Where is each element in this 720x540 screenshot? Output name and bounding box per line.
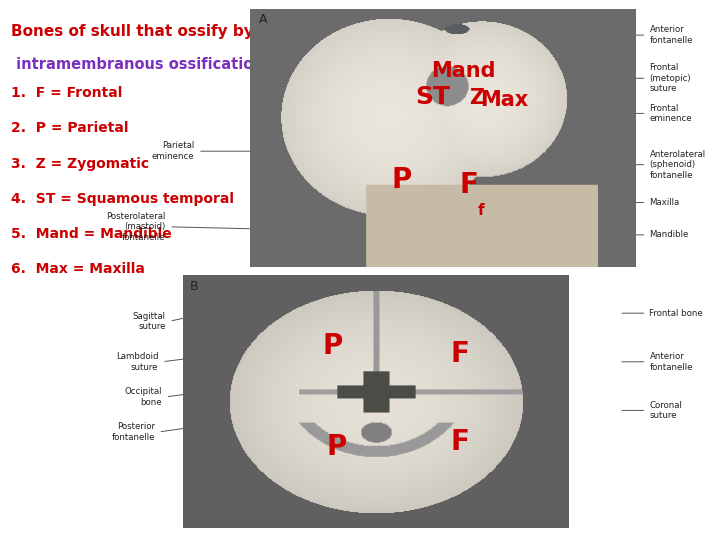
Text: P: P	[327, 433, 347, 461]
Text: Bones of skull that ossify by: Bones of skull that ossify by	[11, 24, 253, 39]
Text: 5.  Mand = Mandible: 5. Mand = Mandible	[11, 227, 171, 241]
Text: f: f	[477, 203, 485, 218]
Text: Frontal
eminence: Frontal eminence	[649, 104, 692, 123]
Text: Posterolateral
(mastoid)
fontanelle: Posterolateral (mastoid) fontanelle	[107, 212, 166, 242]
Text: 1.  F = Frontal: 1. F = Frontal	[11, 86, 122, 100]
Text: Mandible: Mandible	[649, 231, 689, 239]
Text: Maxilla: Maxilla	[649, 198, 680, 207]
Text: Frontal bone: Frontal bone	[649, 309, 703, 318]
Text: F: F	[460, 171, 479, 199]
Text: Max: Max	[480, 90, 528, 110]
Text: 6.  Max = Maxilla: 6. Max = Maxilla	[11, 262, 145, 276]
Text: ST: ST	[415, 85, 450, 109]
Text: 4.  ST = Squamous temporal: 4. ST = Squamous temporal	[11, 192, 234, 206]
Text: Anterior
fontanelle: Anterior fontanelle	[649, 25, 693, 45]
Text: 2.  P = Parietal: 2. P = Parietal	[11, 122, 128, 136]
Text: Anterior
fontanelle: Anterior fontanelle	[649, 352, 693, 372]
Text: P: P	[323, 332, 343, 360]
Text: Sagittal
suture: Sagittal suture	[132, 312, 166, 331]
Text: Mand: Mand	[431, 61, 496, 81]
Text: A: A	[259, 13, 268, 26]
Text: Anterolateral
(sphenoid)
fontanelle: Anterolateral (sphenoid) fontanelle	[649, 150, 706, 180]
Text: Occipital
bone: Occipital bone	[125, 387, 162, 407]
Text: Lambdoid
suture: Lambdoid suture	[116, 352, 158, 372]
Text: P: P	[392, 166, 412, 193]
Text: B: B	[190, 280, 199, 293]
Text: Coronal
suture: Coronal suture	[649, 401, 683, 420]
Text: F: F	[451, 428, 469, 456]
Text: Z: Z	[469, 88, 485, 108]
Text: Parietal
eminence: Parietal eminence	[152, 141, 194, 161]
Text: Frontal
(metopic)
suture: Frontal (metopic) suture	[649, 63, 691, 93]
Text: Posterior
fontanelle: Posterior fontanelle	[112, 422, 155, 442]
Text: 3.  Z = Zygomatic: 3. Z = Zygomatic	[11, 157, 149, 171]
Text: F: F	[451, 340, 469, 368]
Text: intramembranous ossifications:: intramembranous ossifications:	[11, 57, 278, 72]
